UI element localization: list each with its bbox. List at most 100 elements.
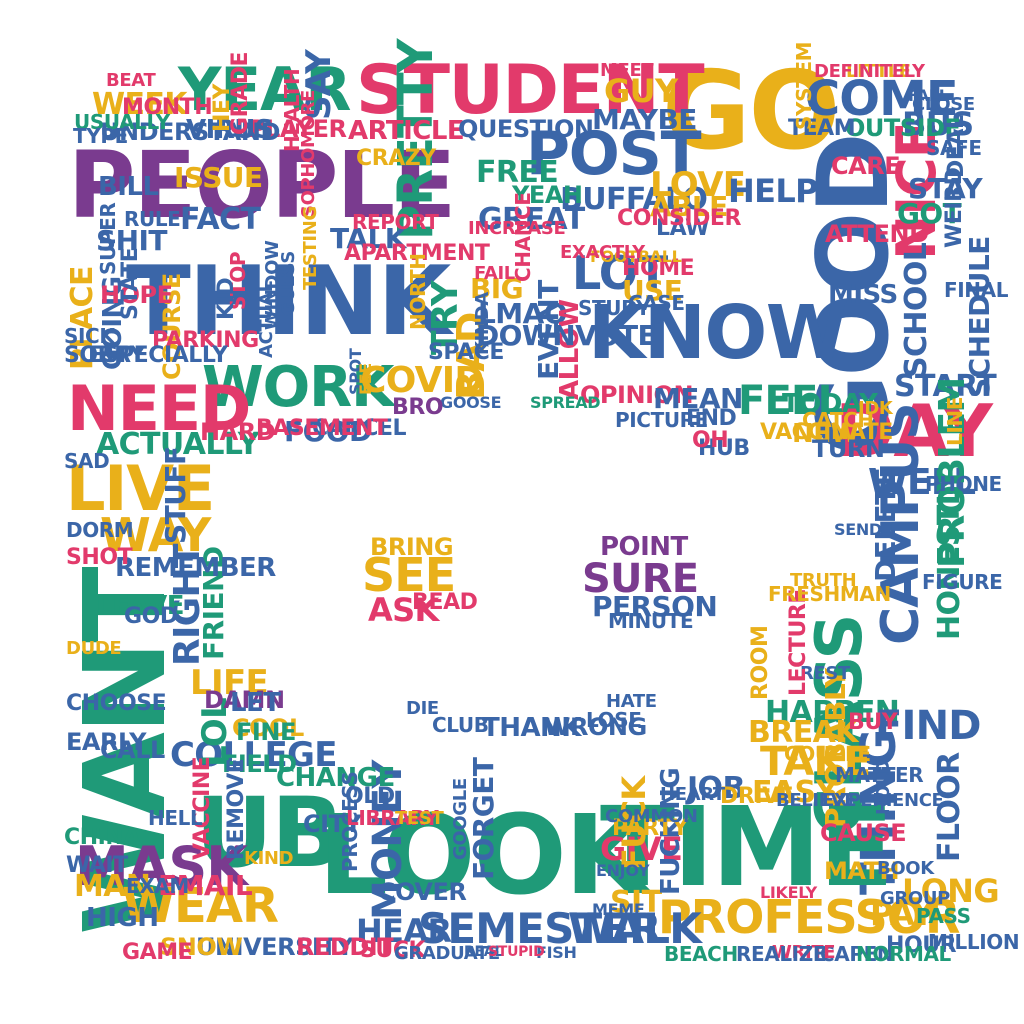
word-year: YEAR	[178, 55, 351, 125]
word-lot: LOT	[572, 246, 668, 300]
word-kid: KID	[214, 277, 239, 320]
word-window: WINDOW	[262, 240, 283, 330]
word-professor: PROFESSOR	[658, 890, 960, 944]
word-time: TIME	[600, 783, 894, 911]
word-math: MATH	[824, 857, 900, 885]
word-capen: CAPEN	[820, 942, 894, 966]
word-talk: TALK	[330, 222, 406, 255]
word-go: GO	[662, 49, 840, 174]
word-hope: HOPE	[100, 281, 173, 309]
word-reddit: REDDIT	[296, 933, 394, 961]
word-covid: COVID	[360, 360, 484, 401]
word-wear: WEAR	[122, 878, 279, 934]
word-student: STUDENT	[356, 51, 705, 130]
word-pass: PASS	[916, 904, 971, 928]
word-state: STATE	[118, 247, 143, 320]
word-usually: USUALLY	[74, 110, 170, 134]
word-minute: MINUTE	[608, 609, 694, 633]
word-final: FINAL	[944, 278, 1009, 302]
word-actually: ACTUALLY	[96, 427, 259, 462]
word-people: PEOPLE	[68, 132, 456, 239]
word-start: START	[894, 369, 997, 404]
word-month: MONTH	[122, 95, 213, 120]
word-live: LIVE	[66, 452, 215, 525]
word-apartment: APARTMENT	[344, 241, 490, 266]
word-game: GAME	[122, 940, 193, 965]
word-great: GREAT	[478, 202, 585, 237]
word-exam: EXAM	[126, 874, 189, 898]
word-use: USE	[622, 274, 683, 307]
word-million: MILLION	[928, 930, 1020, 954]
word-find: FIND	[875, 703, 981, 749]
word-day: DAY	[835, 389, 993, 473]
word-graduate: GRADUATE	[394, 943, 500, 964]
word-job: JOB	[687, 771, 745, 806]
word-bill: BILL	[98, 172, 159, 202]
word-let: LET	[230, 688, 281, 718]
word-ask: ASK	[368, 591, 439, 629]
word-shot: SHOT	[66, 545, 133, 570]
word-forget: FORGET	[467, 757, 500, 880]
word-cover: COVER	[378, 878, 467, 906]
word-happen: HAPPEN	[765, 695, 900, 730]
word-semester: SEMESTER	[418, 904, 661, 953]
word-break: BREAK	[748, 715, 859, 750]
word-see: SEE	[362, 548, 456, 602]
word-player: PLAYER	[248, 115, 347, 143]
word-snow: SNOW	[160, 933, 243, 961]
word-case: CASE	[628, 291, 685, 315]
word-person: PERSON	[592, 590, 718, 623]
word-opinion: OPINION	[580, 381, 694, 409]
word-club: CLUB	[432, 713, 489, 737]
word-figure: FIGURE	[922, 570, 1003, 594]
word-especially: ESPECIALLY	[88, 343, 228, 368]
word-send: SEND	[834, 520, 882, 539]
word-field: FIELD	[222, 750, 297, 778]
word-room: ROOM	[748, 625, 773, 700]
word-system: SYSTEM	[792, 41, 816, 130]
word-home: HOME	[622, 256, 695, 281]
word-virus: VIRUS	[186, 115, 274, 145]
word-free: FREE	[476, 155, 559, 190]
word-stupid: STUPID	[488, 944, 545, 960]
word-fall: FALL	[908, 86, 949, 105]
word-hour: HOUR	[886, 933, 957, 958]
word-remove: REMOVE	[224, 758, 249, 860]
word-crazy: CRAZY	[356, 146, 436, 171]
word-matter: MATTER	[835, 763, 924, 787]
word-hard: HARD	[200, 418, 276, 446]
word-guy: GUY	[604, 72, 678, 110]
word-testing: TESTING	[300, 206, 321, 290]
word-phone: PHONE	[925, 472, 1002, 496]
word-know: KNOW	[588, 290, 847, 376]
word-couple: COUPLE	[784, 742, 871, 766]
word-spread: SPREAD	[530, 393, 601, 412]
word-love: LOVE	[650, 165, 746, 205]
word-wrong: WRONG	[544, 713, 647, 741]
word-choose: CHOOSE	[66, 691, 167, 716]
word-law: LAW	[656, 216, 710, 241]
word-sure: SURE	[582, 556, 699, 602]
word-picture: PICTURE	[615, 408, 708, 432]
word-north: NORTH	[406, 253, 430, 330]
word-work: WORK	[202, 355, 395, 420]
word-bro: BRO	[392, 395, 444, 420]
word-cause: CAUSE	[820, 819, 907, 847]
word-change: CHANGE	[276, 763, 395, 793]
word-schedule: SCHEDULE	[963, 236, 996, 398]
word-cancel: CANCEL	[312, 416, 407, 441]
word-understand: UNDERSTAND	[100, 118, 280, 146]
word-goose: GOOSE	[440, 393, 502, 412]
word-group: GROUP	[880, 888, 950, 909]
word-rule: RULE	[124, 207, 181, 231]
word-space: SPACE	[428, 340, 504, 365]
word-increase: INCREASE	[468, 218, 566, 239]
word-well: WELL	[868, 462, 976, 503]
word-oh: OH	[692, 428, 729, 453]
word-basement: BASEMENT	[256, 416, 388, 441]
word-consider: CONSIDER	[617, 206, 742, 231]
word-library: LIBRARY	[346, 806, 439, 830]
word-mask: MASK	[75, 835, 248, 898]
word-line: LINE	[943, 397, 967, 446]
word-sorry: SORRY	[64, 343, 145, 368]
